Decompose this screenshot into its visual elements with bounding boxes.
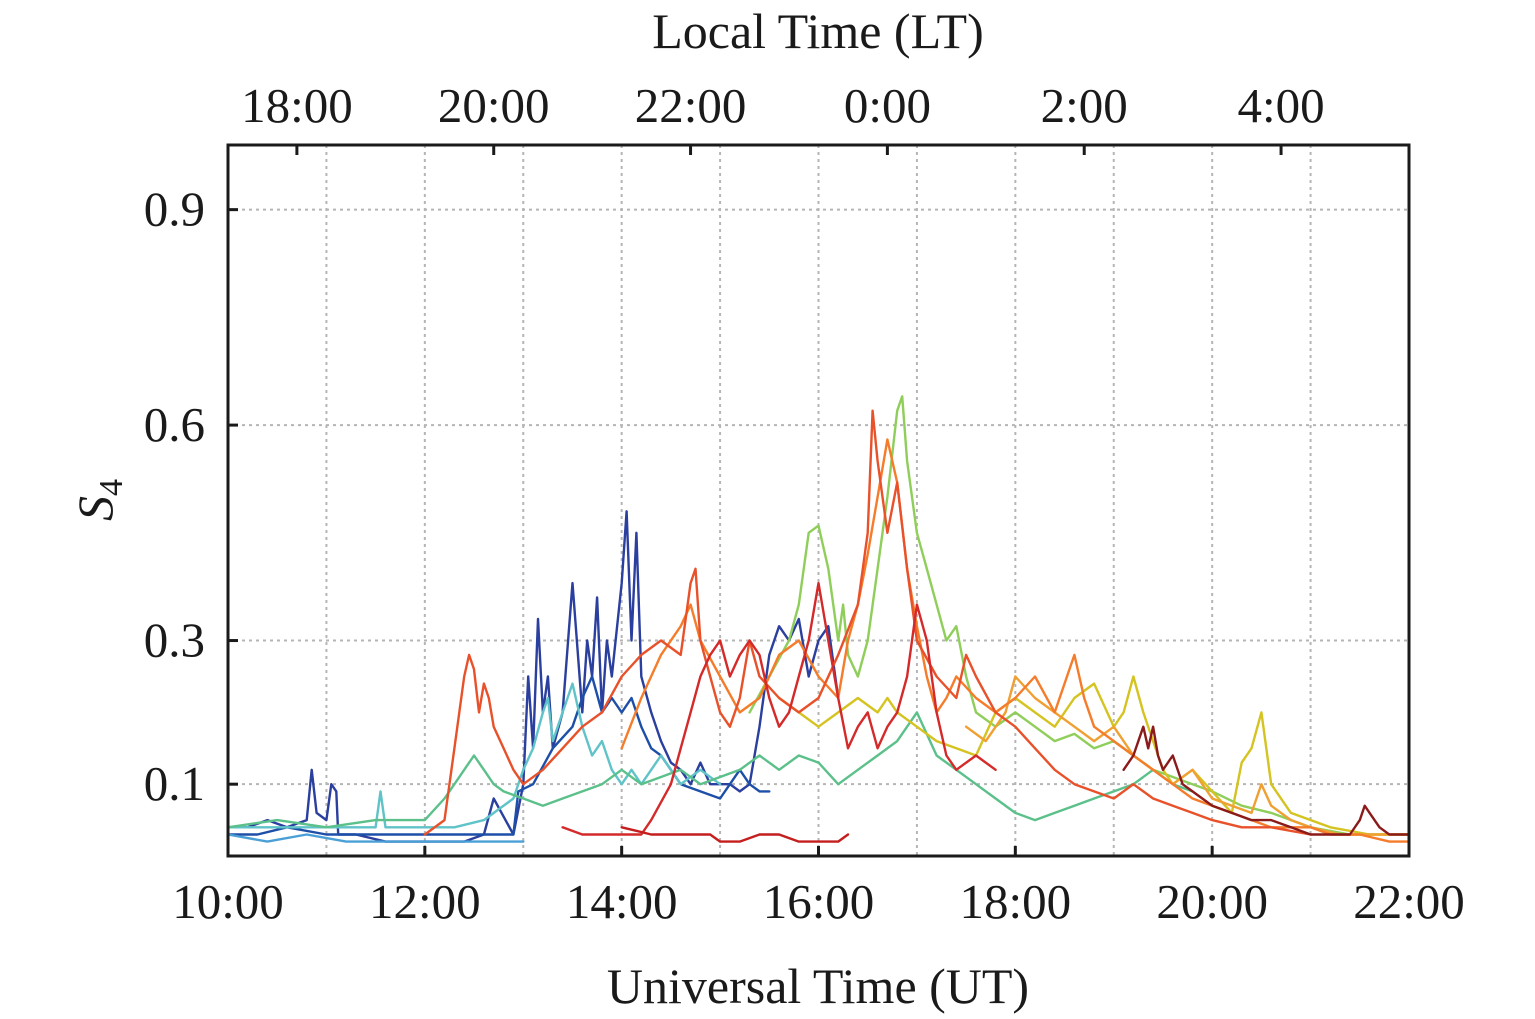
series-line-11 (561, 581, 997, 836)
series-line-2 (226, 675, 771, 836)
x-tick-label: 18:00 (960, 874, 1072, 929)
series-line-4 (226, 682, 722, 829)
x-tick-label: 16:00 (763, 874, 875, 929)
x2-tick-label: 18:00 (241, 78, 353, 133)
series-line-6 (748, 395, 1411, 836)
x-tick-label: 10:00 (172, 874, 284, 929)
x2-tick-label: 4:00 (1237, 78, 1324, 133)
grid-lines (228, 145, 1409, 856)
y-tick-label: 0.3 (144, 613, 205, 668)
tick-marks (226, 145, 1411, 856)
y-axis-title-subscript: 4 (93, 479, 130, 496)
x-tick-label: 20:00 (1156, 874, 1268, 929)
y-axis-tick-labels: 0.1 0.3 0.6 0.9 (144, 182, 205, 812)
y-axis-title: S4 (67, 479, 130, 521)
series-line-3 (226, 833, 525, 843)
series-lines (226, 395, 1411, 843)
series-line-5 (226, 711, 1194, 829)
x2-axis-tick-labels: 18:00 20:00 22:00 0:00 2:00 4:00 (241, 78, 1325, 133)
x-tick-label: 14:00 (566, 874, 678, 929)
series-line-10 (423, 409, 1312, 836)
y-tick-label: 0.9 (144, 182, 205, 237)
x2-axis-title: Local Time (LT) (652, 3, 983, 59)
series-line-1 (226, 510, 840, 843)
x-axis-title: Universal Time (UT) (607, 958, 1029, 1014)
y-axis-title-base: S (67, 496, 123, 521)
series-line-13 (1122, 725, 1411, 836)
x2-tick-label: 0:00 (844, 78, 931, 133)
x2-tick-label: 2:00 (1041, 78, 1128, 133)
x2-tick-label: 22:00 (635, 78, 747, 133)
y-tick-label: 0.6 (144, 397, 205, 452)
y-tick-label: 0.1 (144, 756, 205, 811)
series-line-7 (777, 675, 1411, 836)
x-tick-label: 22:00 (1353, 874, 1465, 929)
x-tick-label: 12:00 (369, 874, 481, 929)
x2-tick-label: 20:00 (438, 78, 550, 133)
x-axis-tick-labels: 10:00 12:00 14:00 16:00 18:00 20:00 22:00 (172, 874, 1465, 929)
series-line-12 (620, 826, 850, 843)
